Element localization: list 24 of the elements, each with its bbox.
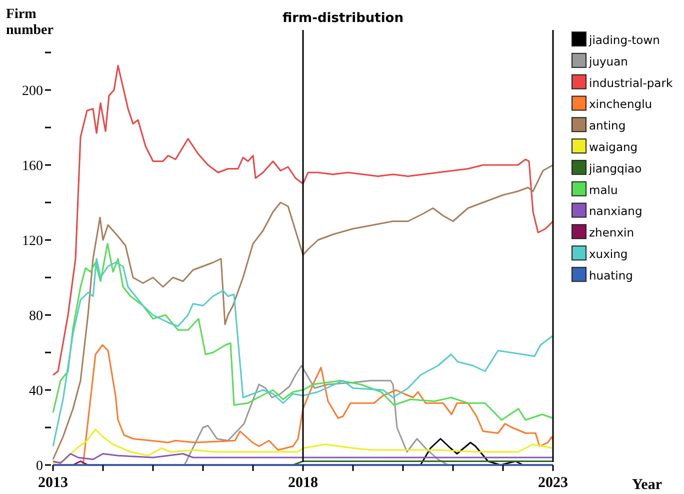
- legend-label: xuxing: [589, 247, 628, 261]
- legend-label: xinchenglu: [589, 97, 652, 112]
- legend-label: anting: [589, 118, 626, 133]
- legend-label: huating: [589, 268, 633, 282]
- y-tick-label: 80: [29, 309, 43, 324]
- y-axis-title: Firm number: [6, 7, 54, 38]
- x-tick-label: 2023: [538, 475, 568, 491]
- chart-title: firm-distribution: [282, 11, 404, 26]
- y-tick-label: 200: [22, 84, 43, 99]
- legend-label: industrial-park: [589, 76, 673, 90]
- y-tick-label: 0: [36, 459, 43, 474]
- legend-label: waigang: [589, 140, 638, 154]
- legend-label: jiading-town: [588, 33, 660, 47]
- y-tick-label: 40: [29, 384, 43, 399]
- y-tick-label: 120: [22, 234, 43, 249]
- x-axis-title: Year: [632, 477, 662, 493]
- legend-label: jiangqiao: [588, 161, 642, 176]
- x-tick-label: 2013: [38, 475, 68, 491]
- y-tick-label: 160: [22, 159, 43, 174]
- legend-label: malu: [589, 182, 618, 197]
- legend-label: zhenxin: [589, 226, 634, 240]
- legend-label: nanxiang: [589, 204, 642, 218]
- x-tick-label: 2018: [288, 475, 318, 491]
- legend-label: juyuan: [588, 54, 628, 68]
